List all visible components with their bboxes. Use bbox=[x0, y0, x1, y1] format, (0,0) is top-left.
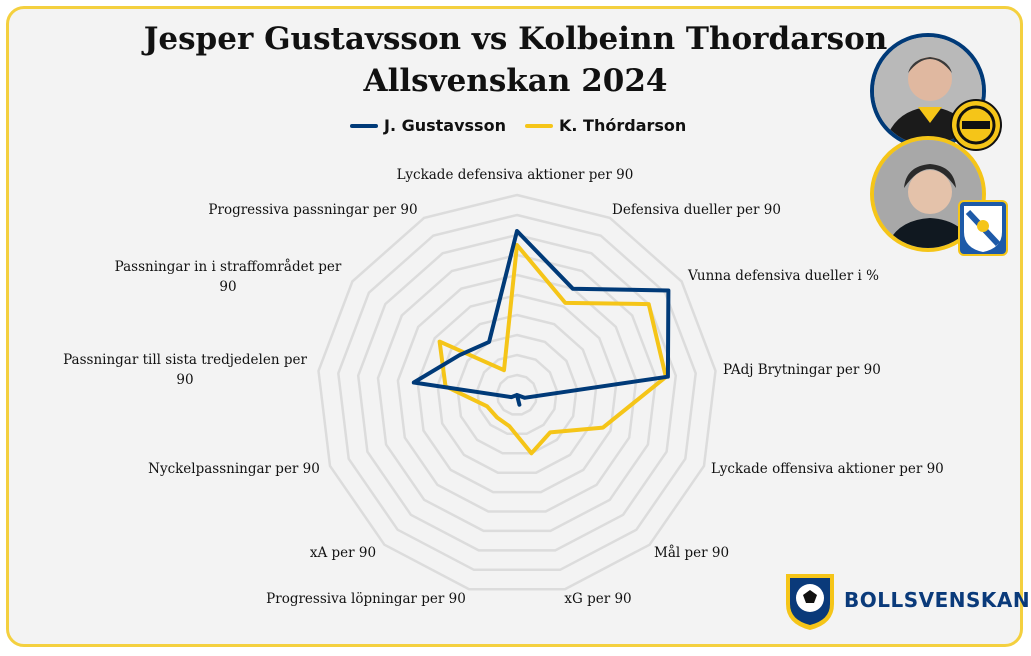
legend: J. Gustavsson K. Thórdarson bbox=[0, 116, 1031, 138]
axis-label: Lyckade offensiva aktioner per 90 bbox=[711, 461, 944, 477]
legend-label-thordarson: K. Thórdarson bbox=[559, 116, 687, 135]
axis-labels: Lyckade defensiva aktioner per 90 Defensi… bbox=[63, 167, 944, 607]
grid-ring bbox=[396, 273, 638, 513]
axis-label: Passningar in i straffområdet per 90 bbox=[115, 259, 342, 295]
club-crest-icon bbox=[958, 200, 1008, 256]
axis-label: PAdj Brytningar per 90 bbox=[723, 362, 881, 378]
axis-label: Passningar till sista tredjedelen per 90 bbox=[63, 352, 307, 388]
legend-swatch-thordarson bbox=[525, 123, 553, 128]
grid-ring bbox=[337, 213, 697, 572]
series-line-thordarson bbox=[437, 243, 668, 456]
axis-label: Defensiva dueller per 90 bbox=[612, 202, 781, 218]
radar-series bbox=[411, 229, 671, 456]
grid-ring bbox=[495, 373, 539, 416]
football-shield-icon bbox=[786, 574, 834, 630]
axis-label: Progressiva löpningar per 90 bbox=[266, 591, 466, 607]
chart-frame bbox=[6, 6, 1023, 647]
grid-ring bbox=[416, 293, 618, 494]
grid-ring bbox=[356, 233, 678, 552]
title-line-1: Jesper Gustavsson vs Kolbeinn Thordarson bbox=[143, 21, 888, 57]
player-photo-gustavsson bbox=[870, 33, 986, 149]
axis-label: Mål per 90 bbox=[654, 545, 729, 561]
legend-swatch-gustavsson bbox=[350, 123, 378, 128]
axis-label: xG per 90 bbox=[564, 591, 631, 607]
club-badge-icon bbox=[950, 99, 1002, 151]
brand-logo: BOLLSVENSKAN.SE bbox=[782, 570, 1031, 632]
grid-ring bbox=[317, 193, 717, 591]
title-line-2: Allsvenskan 2024 bbox=[363, 63, 668, 99]
axis-label: Progressiva passningar per 90 bbox=[208, 202, 417, 218]
axis-label: xA per 90 bbox=[310, 545, 376, 561]
grid-ring bbox=[436, 313, 598, 474]
axis-label: Nyckelpassningar per 90 bbox=[148, 461, 320, 477]
series-line-gustavsson bbox=[411, 229, 671, 407]
axis-label: Lyckade defensiva aktioner per 90 bbox=[397, 167, 634, 183]
player-silhouette-icon bbox=[874, 37, 982, 145]
legend-item-thordarson: K. Thórdarson bbox=[525, 116, 686, 135]
grid-ring bbox=[456, 333, 578, 455]
legend-label-gustavsson: J. Gustavsson bbox=[384, 116, 506, 135]
axis-label: Vunna defensiva dueller i % bbox=[687, 268, 879, 284]
grid-ring bbox=[376, 253, 658, 533]
brand-text: BOLLSVENSKAN.SE bbox=[844, 588, 1031, 612]
chart-title: Jesper Gustavsson vs Kolbeinn Thordarson… bbox=[0, 18, 1031, 102]
legend-item-gustavsson: J. Gustavsson bbox=[350, 116, 506, 135]
